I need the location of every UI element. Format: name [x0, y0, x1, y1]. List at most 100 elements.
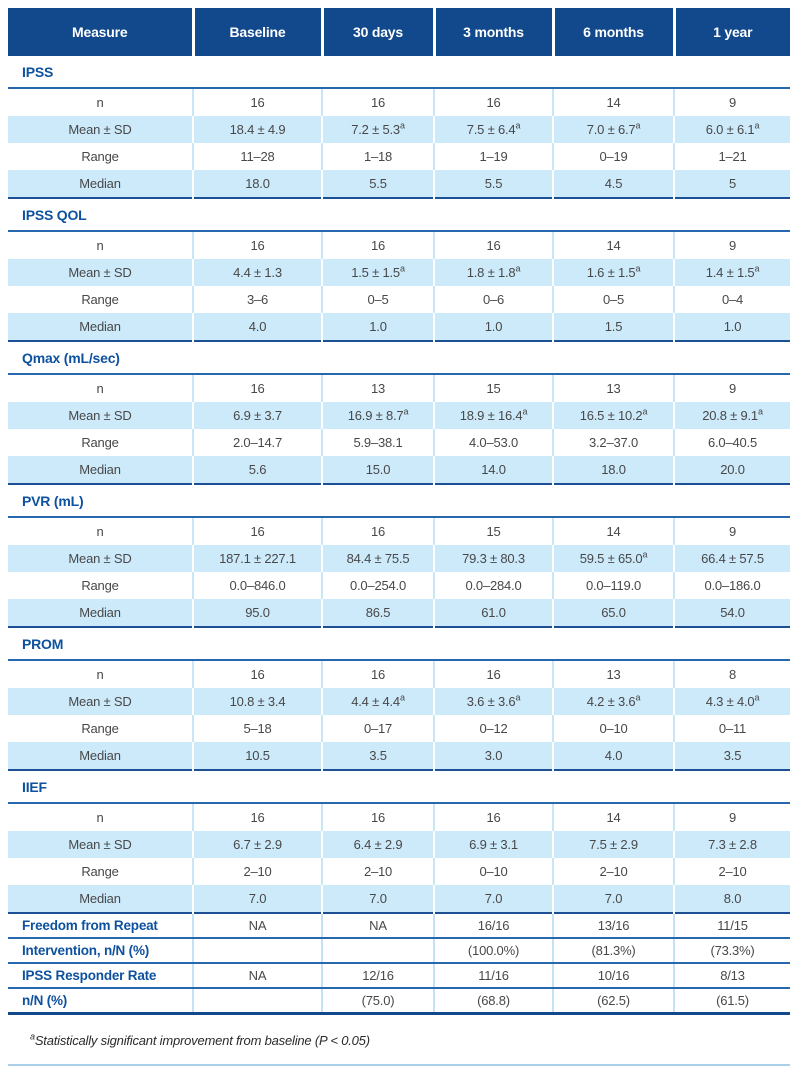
value-cell: 14 [553, 517, 675, 545]
value-cell: 1.0 [322, 313, 435, 341]
section-title: IPSS [8, 56, 790, 89]
value-cell: 1.5 [553, 313, 675, 341]
value-cell: 4.5 [553, 170, 675, 198]
value-cell: 9 [728, 381, 737, 396]
row-label: Mean ± SD [8, 402, 194, 429]
value-cell: 0–10 [434, 858, 554, 885]
data-row-iief-n: n 16 16 16 14 9 [8, 803, 790, 831]
significance-marker: a [757, 406, 763, 417]
significance-marker: a [515, 120, 521, 131]
data-row-pvr-ml-median: Median 95.0 86.5 61.0 65.0 54.0 [8, 599, 790, 627]
row-label: Range [8, 429, 194, 456]
value-cell: 11/15 [674, 912, 790, 939]
data-row-ipss-mean-sd: Mean ± SD 18.4 ± 4.9 7.2 ± 5.3a 7.5 ± 6.4a 7… [8, 116, 790, 143]
value-cell: 14 [553, 803, 675, 831]
data-row-prom-n: n 16 16 16 13 8 [8, 660, 790, 688]
section-title-row-iief: IIEF [8, 769, 790, 804]
data-row-qmax-ml-sec-n: n 16 13 15 13 9 [8, 374, 790, 402]
value-cell: 4.4 ± 4.4a [322, 688, 435, 715]
row-label: Median [8, 885, 194, 913]
value-cell: 14.0 [434, 456, 554, 484]
value-cell: 5.5 [434, 170, 554, 198]
value-cell: 0–4 [721, 292, 744, 307]
value-cell: 16 [322, 660, 435, 688]
section-title: IIEF [8, 769, 790, 804]
significance-marker: a [754, 120, 760, 131]
value-cell: 59.5 ± 65.0a [553, 545, 675, 572]
section-title-row-ipss-qol: IPSS QOL [8, 197, 790, 232]
value-cell: 0.0–846.0 [193, 572, 323, 599]
value-cell: 3.5 [674, 742, 790, 770]
value-cell: 12/16 [322, 963, 435, 989]
data-row-ipss-qol-range: Range 3–6 0–5 0–6 0–5 0–4 [8, 286, 790, 313]
value-cell: 16 [193, 231, 323, 259]
significance-marker: a [642, 549, 648, 560]
value-cell: 11/16 [434, 963, 554, 989]
significance-marker: a [522, 406, 528, 417]
value-cell: 3–6 [193, 286, 323, 313]
value-cell: 8 [728, 667, 737, 682]
value-cell: 0.0–284.0 [434, 572, 554, 599]
row-label: Range [8, 143, 194, 170]
value-cell: 13 [322, 374, 435, 402]
value-cell: 16.9 ± 8.7a [322, 402, 435, 429]
data-row-prom-median: Median 10.5 3.5 3.0 4.0 3.5 [8, 742, 790, 770]
significance-marker: a [399, 692, 405, 703]
significance-marker: a [515, 692, 521, 703]
data-row-iief-median: Median 7.0 7.0 7.0 7.0 8.0 [8, 885, 790, 913]
data-row-iief-mean-sd: Mean ± SD 6.7 ± 2.9 6.4 ± 2.9 6.9 ± 3.1 7.5 … [8, 831, 790, 858]
value-cell: 4.4 ± 1.3 [193, 259, 323, 286]
value-cell: 95.0 [193, 599, 323, 627]
value-cell: 3.0 [434, 742, 554, 770]
row-label: n [8, 660, 194, 688]
value-cell: 79.3 ± 80.3 [434, 545, 554, 572]
value-cell: 66.4 ± 57.5 [674, 545, 790, 572]
value-cell: 0.0–254.0 [322, 572, 435, 599]
column-header-6-months: 6 months [553, 8, 676, 56]
value-cell: 0.0–119.0 [553, 572, 675, 599]
value-cell: 6.0 ± 6.1a [674, 116, 790, 143]
section-title: PROM [8, 626, 790, 661]
section-title-row-prom: PROM [8, 626, 790, 661]
column-header-30-days: 30 days [322, 8, 436, 56]
value-cell: 86.5 [322, 599, 435, 627]
summary-row-label: Intervention, n/N (%) [8, 938, 194, 964]
significance-marker: a [399, 120, 405, 131]
value-cell: 7.5 ± 2.9 [553, 831, 675, 858]
value-cell: 2–10 [718, 864, 747, 879]
value-cell: 61.0 [434, 599, 554, 627]
column-header-1-year: 1 year [674, 8, 790, 56]
significance-marker: a [635, 263, 641, 274]
row-label: n [8, 374, 194, 402]
section-title: Qmax (mL/sec) [8, 340, 790, 375]
value-cell: 13/16 [553, 912, 675, 939]
value-cell: 7.0 [434, 885, 554, 913]
row-label: Mean ± SD [8, 831, 194, 858]
value-cell: 15 [434, 517, 554, 545]
row-label: Median [8, 456, 194, 484]
value-cell: 2–10 [553, 858, 675, 885]
significance-marker: a [754, 692, 760, 703]
column-header-baseline: Baseline [193, 8, 324, 56]
row-label: n [8, 88, 194, 116]
summary-row-label: IPSS Responder Rate [8, 963, 194, 989]
summary-row-n-n: n/N (%) (75.0) (68.8) (62.5) (61.5) [8, 988, 790, 1015]
value-cell: 16 [193, 374, 323, 402]
significance-marker: a [642, 406, 648, 417]
value-cell: 5.9–38.1 [322, 429, 435, 456]
value-cell: 18.4 ± 4.9 [193, 116, 323, 143]
value-cell: 5.6 [193, 456, 323, 484]
value-cell: 1.0 [674, 313, 790, 341]
value-cell: 5.5 [322, 170, 435, 198]
value-cell: 9 [728, 95, 737, 110]
value-cell: 14 [553, 88, 675, 116]
value-cell: 16.5 ± 10.2a [553, 402, 675, 429]
value-cell: 11–28 [193, 143, 323, 170]
value-cell: 5–18 [193, 715, 323, 742]
value-cell: 20.0 [674, 456, 790, 484]
column-header-3-months: 3 months [434, 8, 555, 56]
value-cell: 18.0 [193, 170, 323, 198]
summary-row-ipss-responder-rate: IPSS Responder Rate NA 12/16 11/16 10/16 8/13 [8, 963, 790, 989]
significance-marker: a [754, 263, 760, 274]
